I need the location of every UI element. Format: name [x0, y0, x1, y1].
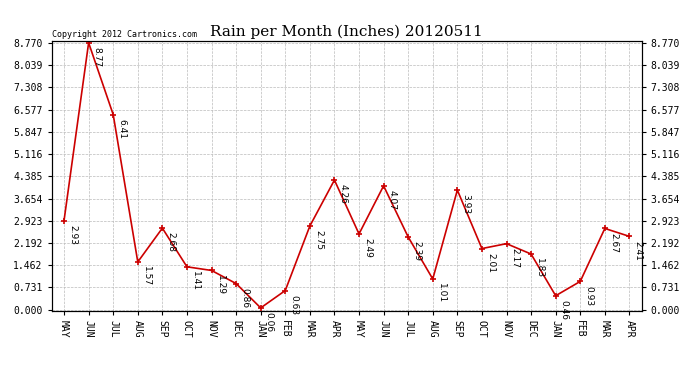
Text: 0.06: 0.06 [265, 312, 274, 332]
Text: 1.83: 1.83 [535, 258, 544, 278]
Text: 3.93: 3.93 [462, 194, 471, 214]
Text: 1.01: 1.01 [437, 283, 446, 303]
Text: 2.68: 2.68 [166, 232, 175, 252]
Text: 6.41: 6.41 [117, 119, 126, 139]
Text: Copyright 2012 Cartronics.com: Copyright 2012 Cartronics.com [52, 30, 197, 39]
Text: 0.46: 0.46 [560, 300, 569, 320]
Text: 4.26: 4.26 [339, 184, 348, 204]
Text: 8.77: 8.77 [92, 47, 102, 67]
Text: 0.63: 0.63 [289, 295, 299, 315]
Text: 2.41: 2.41 [633, 240, 642, 260]
Text: 2.67: 2.67 [609, 232, 618, 253]
Text: 1.57: 1.57 [142, 266, 151, 286]
Text: 2.01: 2.01 [486, 253, 495, 273]
Text: 0.86: 0.86 [240, 288, 249, 308]
Text: 2.75: 2.75 [314, 230, 323, 250]
Text: 2.17: 2.17 [511, 248, 520, 268]
Text: 1.29: 1.29 [216, 274, 225, 295]
Text: 2.93: 2.93 [68, 225, 77, 245]
Text: 2.39: 2.39 [413, 241, 422, 261]
Title: Rain per Month (Inches) 20120511: Rain per Month (Inches) 20120511 [210, 24, 483, 39]
Text: 1.41: 1.41 [191, 271, 200, 291]
Text: 4.07: 4.07 [388, 190, 397, 210]
Text: 2.49: 2.49 [363, 238, 372, 258]
Text: 0.93: 0.93 [584, 286, 593, 306]
